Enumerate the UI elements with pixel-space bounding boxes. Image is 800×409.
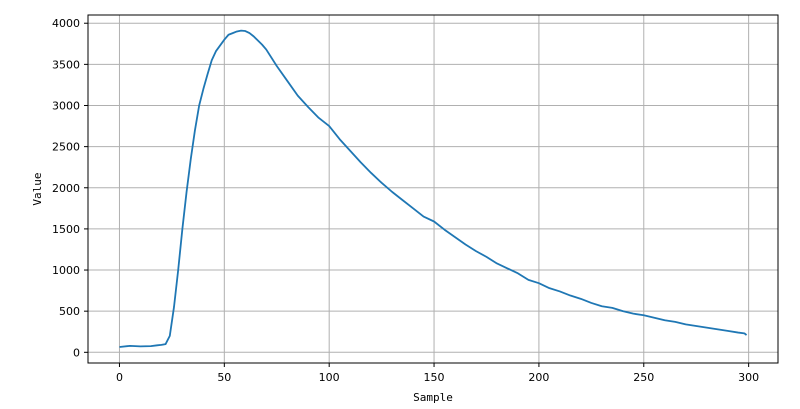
x-axis-label: Sample [413,391,453,404]
y-tick-label: 500 [59,305,80,318]
x-tick-label: 50 [217,371,231,384]
y-axis-label: Value [31,172,44,205]
y-tick-label: 3500 [52,58,80,71]
y-tick-label: 2500 [52,141,80,154]
series-line [119,29,748,348]
plot-frame [87,14,779,364]
x-tick-label: 0 [116,371,123,384]
y-tick-label: 1500 [52,223,80,236]
y-tick-label: 3000 [52,99,80,112]
y-axis-ticks: 0 500 1000 1500 2000 2500 3000 3500 4000 [52,17,88,359]
x-tick-label: 300 [738,371,759,384]
x-tick-label: 250 [633,371,654,384]
x-tick-label: 200 [528,371,549,384]
y-tick-label: 1000 [52,264,80,277]
y-tick-label: 4000 [52,17,80,30]
x-axis-ticks: 0 50 100 150 200 250 300 [116,363,759,384]
x-tick-label: 150 [424,371,445,384]
y-tick-label: 2000 [52,182,80,195]
grid [88,15,778,363]
y-tick-label: 0 [73,346,80,359]
x-tick-label: 100 [319,371,340,384]
